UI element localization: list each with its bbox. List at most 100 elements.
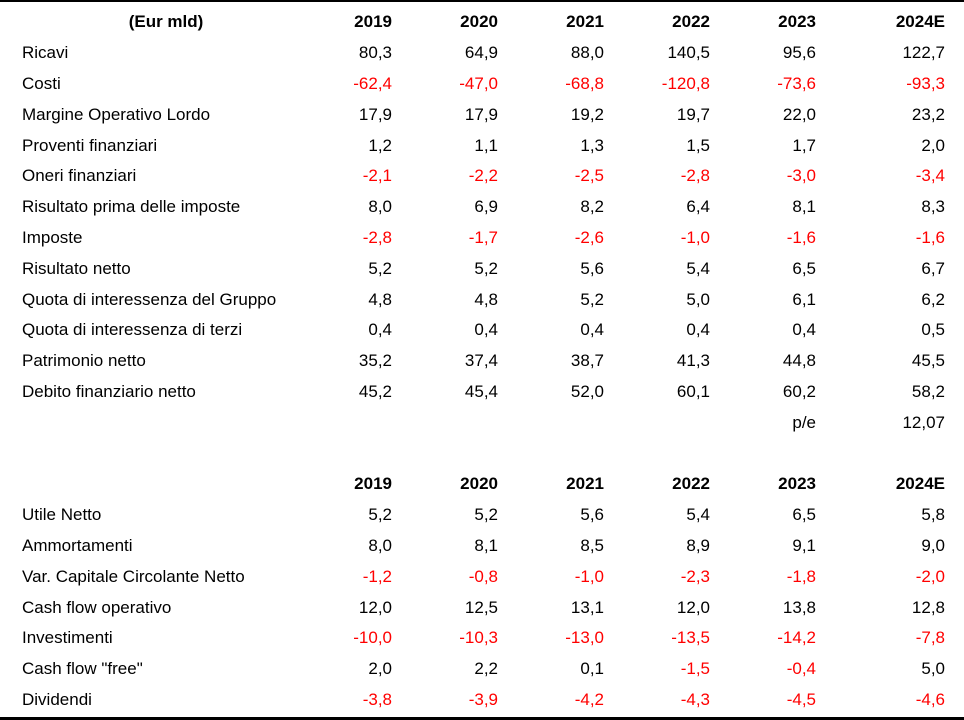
- value-cell: 140,5: [667, 43, 710, 63]
- value-cell: 1,3: [580, 135, 604, 155]
- row-label: Quota di interessenza del Gruppo: [22, 289, 277, 309]
- year-header: 2021: [566, 474, 604, 494]
- value-cell: 23,2: [911, 104, 945, 124]
- value-cell: -10,3: [459, 628, 498, 648]
- value-cell: 0,4: [368, 320, 392, 340]
- value-cell: 5,8: [921, 505, 945, 525]
- value-cell: 0,4: [686, 320, 710, 340]
- value-cell: 5,6: [580, 258, 604, 278]
- value-cell: 8,3: [921, 197, 945, 217]
- value-cell: 8,0: [368, 535, 392, 555]
- year-header: 2021: [566, 12, 604, 32]
- value-cell: -4,2: [574, 689, 604, 709]
- value-cell: 17,9: [358, 104, 392, 124]
- year-header: 2020: [460, 12, 498, 32]
- row-label: Cash flow "free": [22, 659, 143, 679]
- row-label: Oneri finanziari: [22, 166, 137, 186]
- value-cell: -0,4: [786, 659, 816, 679]
- year-header: 2019: [354, 12, 392, 32]
- row-label: Imposte: [22, 227, 83, 247]
- row-label: Risultato prima delle imposte: [22, 197, 241, 217]
- row-label: Investimenti: [22, 628, 113, 648]
- income-statement-table: (Eur mld) 2019 2020 2021 2022 2023 2024E Ricavi…: [0, 7, 964, 438]
- table-row: Cash flow operativo 12,0 12,5 13,1 12,0 13,8 1…: [0, 592, 964, 623]
- table-row: Quota di interessenza di terzi 0,4 0,4 0,4 0…: [0, 315, 964, 346]
- unit-label: (Eur mld): [128, 12, 204, 32]
- value-cell: 5,2: [368, 505, 392, 525]
- table-row: Quota di interessenza del Gruppo 4,8 4,8 5,…: [0, 284, 964, 315]
- value-cell: 2,0: [921, 135, 945, 155]
- row-label: Proventi finanziari: [22, 135, 158, 155]
- value-cell: 8,0: [368, 197, 392, 217]
- row-label: Risultato netto: [22, 258, 131, 278]
- table-row: Investimenti -10,0 -10,3 -13,0 -13,5 -14,2 -7,…: [0, 623, 964, 654]
- value-cell: -2,3: [680, 566, 710, 586]
- value-cell: 0,4: [792, 320, 816, 340]
- cash-flow-table: 2019 2020 2021 2022 2023 2024E Utile Netto 5,2 5…: [0, 469, 964, 715]
- value-cell: 2,0: [368, 659, 392, 679]
- value-cell: 1,7: [792, 135, 816, 155]
- value-cell: 12,5: [464, 597, 498, 617]
- table-row: Costi -62,4 -47,0 -68,8 -120,8 -73,6 -93,3: [0, 69, 964, 100]
- value-cell: 45,5: [911, 351, 945, 371]
- year-header: 2019: [354, 474, 392, 494]
- value-cell: 12,0: [676, 597, 710, 617]
- table-header-row: 2019 2020 2021 2022 2023 2024E: [0, 469, 964, 500]
- value-cell: -3,0: [786, 166, 816, 186]
- value-cell: -3,9: [468, 689, 498, 709]
- value-cell: 5,6: [580, 505, 604, 525]
- value-cell: 4,8: [368, 289, 392, 309]
- value-cell: 8,9: [686, 535, 710, 555]
- value-cell: 6,5: [792, 258, 816, 278]
- value-cell: -2,6: [574, 227, 604, 247]
- value-cell: 13,1: [570, 597, 604, 617]
- pe-value: 12,07: [902, 412, 945, 432]
- year-header: 2022: [672, 12, 710, 32]
- value-cell: 9,0: [921, 535, 945, 555]
- value-cell: 1,5: [686, 135, 710, 155]
- value-cell: -2,5: [574, 166, 604, 186]
- row-label: Patrimonio netto: [22, 351, 146, 371]
- value-cell: 122,7: [902, 43, 945, 63]
- value-cell: -1,7: [468, 227, 498, 247]
- value-cell: -62,4: [353, 73, 392, 93]
- table-row: Debito finanziario netto 45,2 45,4 52,0 60,1…: [0, 377, 964, 408]
- table-header-row: (Eur mld) 2019 2020 2021 2022 2023 2024E: [0, 7, 964, 38]
- value-cell: -13,5: [671, 628, 710, 648]
- table-row: Dividendi -3,8 -3,9 -4,2 -4,3 -4,5 -4,6: [0, 685, 964, 716]
- year-header: 2024E: [895, 12, 945, 32]
- value-cell: -0,8: [468, 566, 498, 586]
- table-row: Cash flow "free" 2,0 2,2 0,1 -1,5 -0,4 5,0: [0, 654, 964, 685]
- value-cell: 8,2: [580, 197, 604, 217]
- value-cell: -2,8: [362, 227, 392, 247]
- value-cell: -1,0: [574, 566, 604, 586]
- value-cell: 5,4: [686, 258, 710, 278]
- table-row: Var. Capitale Circolante Netto -1,2 -0,8 -1…: [0, 561, 964, 592]
- row-label: Costi: [22, 73, 61, 93]
- value-cell: 6,9: [474, 197, 498, 217]
- value-cell: 6,2: [921, 289, 945, 309]
- value-cell: 88,0: [570, 43, 604, 63]
- row-label: Margine Operativo Lordo: [22, 104, 211, 124]
- year-header: 2023: [778, 12, 816, 32]
- value-cell: 9,1: [792, 535, 816, 555]
- value-cell: 60,1: [676, 381, 710, 401]
- table-row: Proventi finanziari 1,2 1,1 1,3 1,5 1,7 2,0: [0, 130, 964, 161]
- value-cell: 13,8: [782, 597, 816, 617]
- value-cell: 12,8: [911, 597, 945, 617]
- value-cell: 80,3: [358, 43, 392, 63]
- row-label: Debito finanziario netto: [22, 381, 196, 401]
- value-cell: 5,4: [686, 505, 710, 525]
- value-cell: -1,6: [915, 227, 945, 247]
- value-cell: -4,3: [680, 689, 710, 709]
- value-cell: -1,0: [680, 227, 710, 247]
- value-cell: 12,0: [358, 597, 392, 617]
- table-row: Utile Netto 5,2 5,2 5,6 5,4 6,5 5,8: [0, 500, 964, 531]
- value-cell: 4,8: [474, 289, 498, 309]
- row-label: Ammortamenti: [22, 535, 133, 555]
- value-cell: 6,7: [921, 258, 945, 278]
- value-cell: 45,2: [358, 381, 392, 401]
- pe-label: p/e: [792, 412, 816, 432]
- value-cell: -120,8: [661, 73, 710, 93]
